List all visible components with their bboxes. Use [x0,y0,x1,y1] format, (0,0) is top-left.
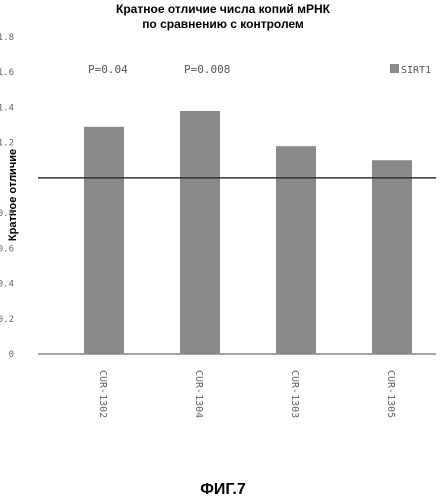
figure-caption: ФИГ.7 [200,481,246,498]
category-label: CUR-1303 [289,370,300,418]
y-tick-label: 1.8 [0,33,14,43]
legend-label: SIRT1 [401,65,431,76]
category-label: CUR-1302 [97,370,108,418]
chart-title-line-2: по сравнению с контролем [142,17,304,31]
y-tick-label: 1.2 [0,139,14,149]
y-tick-label: 0.6 [0,244,14,254]
chart-title-line-1: Кратное отличие числа копий мРНК [116,2,331,16]
y-tick-label: 1 [9,174,14,184]
bars [84,111,412,354]
p-value-annotation: P=0.008 [184,63,230,76]
y-tick-label: 1.4 [0,103,14,113]
legend: SIRT1 [390,64,431,76]
y-tick-label: 0.4 [0,280,14,290]
category-label: CUR-1304 [193,370,204,418]
bar-cur-1302 [84,127,124,354]
y-tick-label: 1.6 [0,68,14,78]
p-value-annotations: P=0.04 P=0.008 [88,63,230,76]
category-label: CUR-1305 [385,370,396,418]
bar-cur-1304 [180,111,220,354]
x-axis-categories: CUR-1302 CUR-1304 CUR-1303 CUR-1305 [97,370,396,418]
chart-title: Кратное отличие числа копий мРНК по срав… [116,2,331,31]
bar-cur-1305 [372,160,412,354]
p-value-annotation: P=0.04 [88,63,128,76]
y-tick-label: 0.8 [0,209,14,219]
y-axis-label: Кратное отличие [7,149,19,241]
y-tick-label: 0 [9,350,14,360]
y-tick-label: 0.2 [0,315,14,325]
legend-swatch [390,64,399,73]
